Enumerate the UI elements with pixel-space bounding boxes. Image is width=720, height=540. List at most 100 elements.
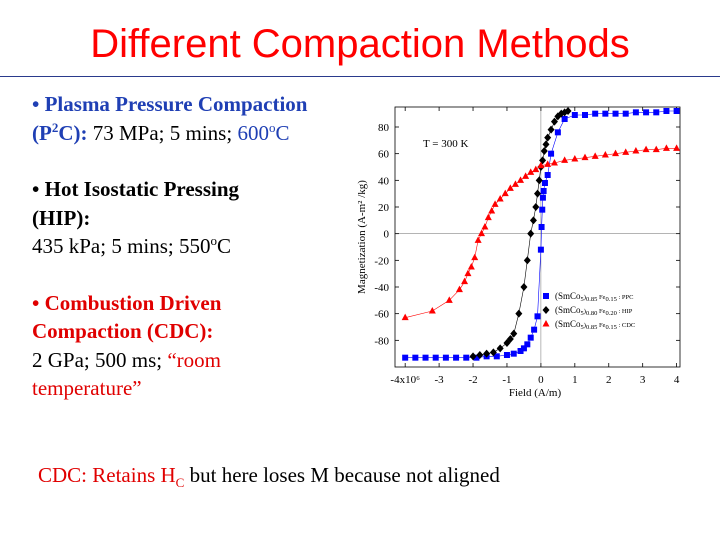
x-tick-label: -1 xyxy=(502,374,511,386)
data-point xyxy=(517,176,525,183)
y-tick-label: -20 xyxy=(374,255,389,267)
data-point xyxy=(476,351,484,359)
data-point xyxy=(538,224,545,230)
data-point xyxy=(481,223,489,230)
series-triangle xyxy=(401,144,681,321)
data-point xyxy=(461,277,469,285)
data-point xyxy=(428,307,436,314)
data-point xyxy=(469,352,477,361)
data-point xyxy=(432,354,439,361)
data-point xyxy=(520,345,527,352)
data-point xyxy=(542,140,550,149)
legend-label: (SmCo5)0.85 Fe0.15 : CDC xyxy=(555,319,635,331)
data-point xyxy=(402,354,409,361)
data-point xyxy=(501,189,509,197)
data-point xyxy=(612,149,620,157)
data-point xyxy=(557,109,565,118)
data-point xyxy=(540,188,547,194)
legend-label: (SmCo5)0.80 Fe0.20 : HIP xyxy=(555,305,633,317)
data-point xyxy=(571,112,578,118)
data-point xyxy=(527,168,535,175)
data-point xyxy=(522,172,530,179)
data-point xyxy=(591,152,599,159)
data-point xyxy=(510,350,517,357)
x-tick-label: -3 xyxy=(435,374,445,386)
data-point xyxy=(537,246,544,253)
data-point xyxy=(474,236,482,243)
data-point xyxy=(544,133,552,142)
data-point xyxy=(484,213,492,221)
bullet-ppc-temp-sup: o xyxy=(268,119,276,135)
y-tick-label: 20 xyxy=(378,202,390,214)
plot-frame xyxy=(394,106,681,368)
data-point xyxy=(539,194,546,201)
data-point xyxy=(517,348,524,354)
data-point xyxy=(471,253,479,261)
note-prefix: CDC: Retains H xyxy=(38,463,176,487)
x-axis-label: Field (A/m) xyxy=(509,387,562,399)
bullet-ppc-temp: 600 xyxy=(232,120,269,145)
x-tick-label: 1 xyxy=(572,374,578,386)
bullet-hip-label-1: Hot Isostatic Pressing xyxy=(44,177,240,201)
data-point xyxy=(544,160,552,167)
note-sub: C xyxy=(175,475,185,491)
data-point xyxy=(467,263,475,270)
data-point xyxy=(453,354,460,361)
legend: (SmCo5)0.85 Fe0.15 : PPC (SmCo5)0.80 Fe0.… xyxy=(542,291,635,331)
bullet-ppc-label: Plasma Pressure Compaction (P xyxy=(32,92,308,145)
data-point xyxy=(653,109,660,116)
data-point xyxy=(503,339,511,347)
bullet-ppc-sup: 2 xyxy=(51,119,59,135)
data-point xyxy=(442,354,449,361)
data-point xyxy=(564,107,572,115)
bullet-hip-unit: C xyxy=(217,234,232,258)
bullet-marker: • xyxy=(32,290,40,315)
bullet-cdc-quote: “room xyxy=(167,347,221,372)
data-point xyxy=(422,354,429,361)
data-point xyxy=(554,129,561,136)
data-point xyxy=(592,110,599,117)
data-point xyxy=(493,353,500,360)
data-point xyxy=(643,109,650,116)
data-point xyxy=(541,180,548,186)
data-point xyxy=(534,313,541,320)
data-point xyxy=(554,112,562,121)
data-point xyxy=(601,151,609,158)
data-point xyxy=(412,354,419,361)
data-point xyxy=(663,108,670,114)
x-tick-label: 0 xyxy=(538,374,544,386)
data-point xyxy=(515,309,523,318)
slide-title: Different Compaction Methods xyxy=(90,22,630,66)
data-point xyxy=(496,344,504,353)
bullet-ppc-temp-unit: C xyxy=(275,120,290,145)
bottom-note: CDC: Retains HC but here loses M because… xyxy=(38,461,500,489)
y-axis-label: Magnetization (A-m² /kg) xyxy=(356,180,368,294)
data-point xyxy=(523,256,531,265)
bullet-cdc: • Combustion Driven Compaction (CDC): 2 … xyxy=(32,289,342,403)
temperature-annotation: T = 300 K xyxy=(423,138,468,150)
bullet-ppc-detail: 73 MPa; 5 mins; xyxy=(87,120,233,145)
data-point xyxy=(511,180,519,187)
y-axis-ticks: 80 60 40 20 0 -20 -40 -60 -80 xyxy=(374,122,680,347)
data-point xyxy=(531,326,538,333)
data-point xyxy=(503,352,510,358)
data-point xyxy=(506,335,514,343)
data-point xyxy=(532,203,540,211)
data-point xyxy=(622,148,630,155)
data-point xyxy=(561,116,568,122)
bullet-marker: • xyxy=(32,92,40,116)
data-point xyxy=(455,285,463,293)
data-point xyxy=(582,112,588,118)
series-square xyxy=(402,108,680,361)
data-point xyxy=(673,144,681,151)
data-point xyxy=(473,354,480,361)
x-tick-label: 4 xyxy=(674,374,680,386)
data-point xyxy=(547,125,555,134)
x-tick-label: -2 xyxy=(468,374,477,386)
note-suffix: but here loses M because not aligned xyxy=(184,463,500,487)
data-point xyxy=(527,334,534,341)
data-point xyxy=(544,172,551,178)
data-point xyxy=(496,195,504,202)
data-point xyxy=(535,176,543,185)
